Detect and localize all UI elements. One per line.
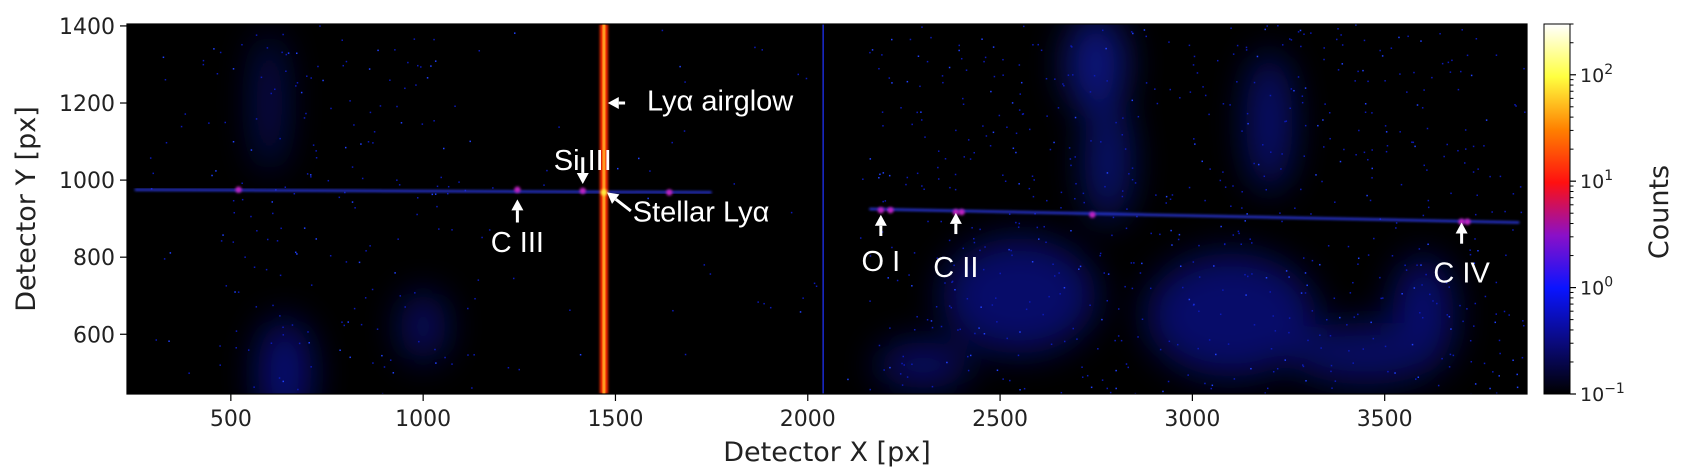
annotation-label: Si III xyxy=(554,145,612,177)
colorbar-axis: 10−1 100 101 102 xyxy=(1570,23,1625,406)
lyman-alpha-airglow-core xyxy=(602,24,606,394)
emission-line-spot xyxy=(235,186,242,193)
annotation-arrow-head xyxy=(1455,222,1468,234)
annotation-label: Stellar Lyα xyxy=(633,197,770,229)
line-annotations: Lyα airglow Si III Stellar Lyα C III O I C II… xyxy=(491,86,1491,290)
colorbar xyxy=(1543,23,1571,395)
detector-image xyxy=(134,24,1527,394)
y-tick-label: 1400 xyxy=(59,15,115,40)
emission-line-spot xyxy=(666,189,673,196)
x-tick-label: 2500 xyxy=(972,407,1028,432)
annotation-label: O I xyxy=(862,246,901,278)
y-tick-label: 600 xyxy=(73,323,115,348)
annotation-label: C IV xyxy=(1433,258,1490,290)
emission-line-spot xyxy=(877,206,885,214)
y-tick-label: 1000 xyxy=(59,169,115,194)
annotation-arrow-head xyxy=(511,199,524,211)
y-axis: 600 800 1000 1200 1400 xyxy=(59,15,127,348)
colorbar-tick-label: 101 xyxy=(1580,168,1613,193)
annotation-arrow-head xyxy=(874,214,887,226)
colorbar-tick-label: 100 xyxy=(1580,275,1613,300)
annotation-label: Lyα airglow xyxy=(647,86,794,118)
emission-line-spot xyxy=(514,186,521,193)
background-haze xyxy=(253,24,1454,394)
photon-noise xyxy=(149,24,1527,394)
emission-line-spot xyxy=(579,187,586,195)
emission-line-spot xyxy=(1089,211,1096,218)
annotation-label: C III xyxy=(491,227,544,259)
emission-line-spot xyxy=(887,206,894,214)
spectrum-trace-segment-a xyxy=(134,188,712,194)
x-tick-label: 1000 xyxy=(395,407,451,432)
annotation-arrow-head xyxy=(576,172,589,184)
plot-frame xyxy=(126,23,1528,395)
annotation-arrow-head xyxy=(607,192,620,204)
x-tick-label: 1500 xyxy=(587,407,643,432)
x-tick-label: 3500 xyxy=(1357,407,1413,432)
colorbar-label: Counts xyxy=(1644,165,1675,259)
annotation-arrow-head xyxy=(607,97,619,110)
emission-line-spot xyxy=(1464,218,1471,225)
emission-line-spot xyxy=(600,189,608,196)
emission-line-spot xyxy=(958,208,965,216)
colorbar-tick-label: 102 xyxy=(1580,62,1613,87)
annotation-arrow-shaft xyxy=(614,197,632,213)
emission-line-spot xyxy=(1458,218,1465,225)
annotation-label: C II xyxy=(933,252,978,284)
spectrum-trace-segment-b xyxy=(869,208,1520,224)
emission-line-spot xyxy=(952,208,960,216)
y-axis-title: Detector Y [px] xyxy=(11,106,42,312)
colorbar-tick-label: 10−1 xyxy=(1580,381,1625,406)
y-tick-label: 800 xyxy=(73,246,115,271)
x-axis: 500 1000 1500 2000 2500 3000 3500 xyxy=(210,394,1413,432)
x-tick-label: 500 xyxy=(210,407,252,432)
annotation-arrow-head xyxy=(949,212,962,224)
y-tick-label: 1200 xyxy=(59,92,115,117)
x-axis-title: Detector X [px] xyxy=(723,437,931,468)
x-tick-label: 3000 xyxy=(1164,407,1220,432)
x-tick-label: 2000 xyxy=(780,407,836,432)
